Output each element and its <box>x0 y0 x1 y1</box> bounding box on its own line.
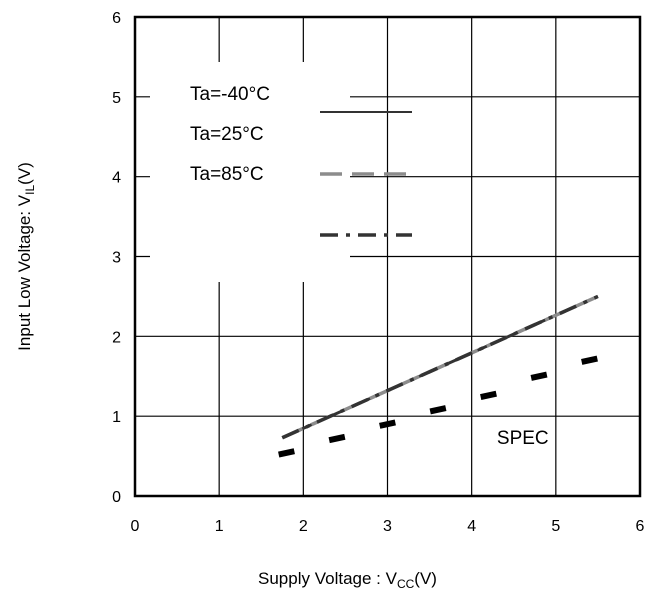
spec-marker-1 <box>328 433 346 444</box>
plot-frame <box>133 15 642 498</box>
y-axis-label: Input Low Voltage: VIL(V) <box>15 162 37 351</box>
x-axis-label-subscript: CC <box>397 577 415 590</box>
legend: Ta=-40°C Ta=25°C Ta=85°C <box>190 84 412 237</box>
x-tick-label-4: 4 <box>467 518 476 535</box>
spec-annotation: SPEC <box>497 428 549 449</box>
legend-box <box>150 62 350 282</box>
x-tick-label-1: 1 <box>215 518 224 535</box>
legend-label-2: Ta=85°C <box>190 164 264 185</box>
y-axis-label-unit: (V) <box>15 162 34 185</box>
spec-marker-5 <box>530 371 548 381</box>
y-tick-label-6: 6 <box>112 10 121 27</box>
legend-label-1: Ta=25°C <box>190 124 264 145</box>
series-layer <box>278 294 599 458</box>
y-axis-label-subscript: IL <box>23 185 37 195</box>
x-axis-label: Supply Voltage : VCC(V) <box>258 569 437 590</box>
tick-labels: 0 1 2 3 4 5 6 0 1 2 3 4 5 6 <box>112 10 644 535</box>
y-tick-label-3: 3 <box>112 250 121 267</box>
legend-label-0: Ta=-40°C <box>190 84 270 105</box>
y-tick-label-1: 1 <box>112 409 121 426</box>
x-axis-label-unit: (V) <box>414 569 437 588</box>
x-tick-label-2: 2 <box>299 518 308 535</box>
spec-marker-6 <box>581 355 598 365</box>
spec-marker-4 <box>480 390 497 401</box>
x-tick-label-6: 6 <box>636 518 645 535</box>
x-tick-label-0: 0 <box>131 518 140 535</box>
y-tick-label-0: 0 <box>112 489 121 506</box>
spec-marker-2 <box>379 419 396 429</box>
x-axis-label-main: Supply Voltage : V <box>258 569 398 588</box>
y-axis-label-main: Input Low Voltage: V <box>15 194 34 351</box>
y-tick-label-4: 4 <box>112 170 121 187</box>
y-tick-label-2: 2 <box>112 329 121 346</box>
spec-marker-0 <box>278 448 295 458</box>
spec-marker-3 <box>429 405 447 415</box>
x-tick-label-5: 5 <box>551 518 560 535</box>
series-line-1 <box>281 294 599 440</box>
y-tick-label-5: 5 <box>112 90 121 107</box>
x-tick-label-3: 3 <box>383 518 392 535</box>
legend-background <box>150 62 350 282</box>
